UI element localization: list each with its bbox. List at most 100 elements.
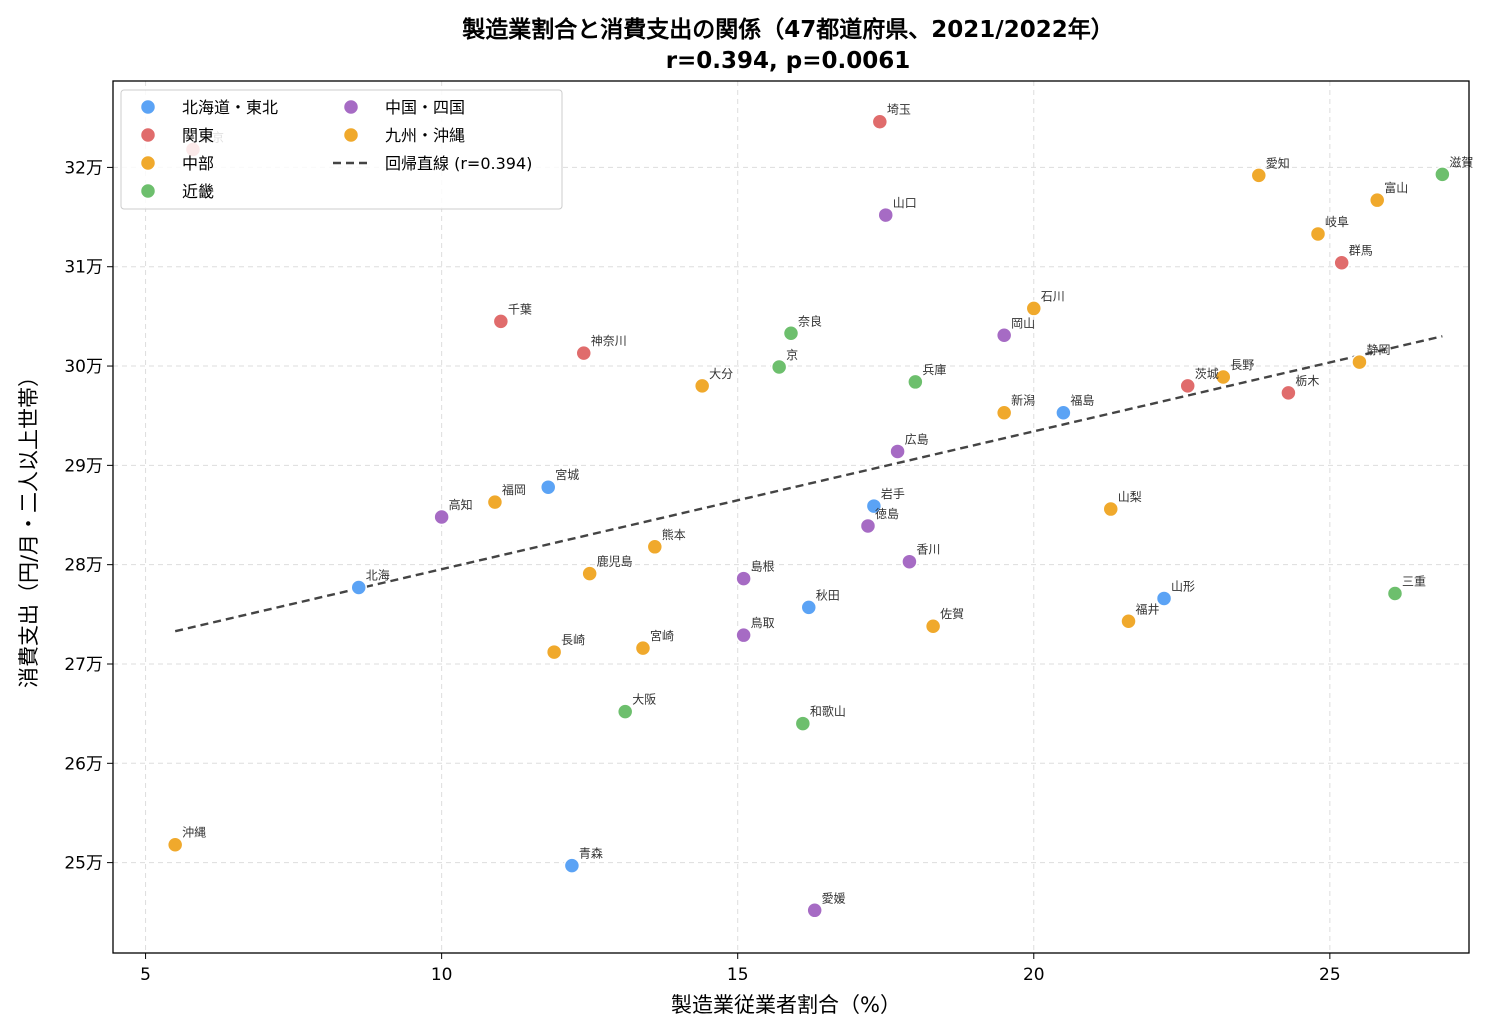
point-label: 沖縄	[182, 825, 206, 840]
y-tick-label: 31万	[64, 258, 103, 278]
point-label: 新潟	[1011, 393, 1035, 408]
point-label: 福島	[1070, 393, 1094, 408]
data-point	[1120, 613, 1137, 630]
point-label: 鳥取	[751, 615, 775, 630]
data-point	[581, 565, 598, 582]
point-label: 富山	[1384, 180, 1408, 195]
point-label: 青森	[579, 846, 603, 861]
data-point	[995, 327, 1013, 344]
point-label: 広島	[905, 431, 929, 446]
data-point	[166, 836, 184, 853]
data-point	[806, 902, 823, 919]
points-layer	[166, 113, 1451, 919]
legend-marker	[139, 126, 157, 144]
point-label: 鹿児島	[597, 554, 633, 569]
data-point	[901, 553, 918, 570]
y-tick-label: 27万	[64, 655, 103, 675]
point-label: 奈良	[798, 313, 822, 328]
x-tick-label: 10	[431, 965, 453, 985]
point-label: 北海	[366, 568, 390, 583]
point-label: 秋田	[816, 588, 840, 602]
data-point	[1368, 191, 1386, 209]
y-axis-label: 消費支出（円/月・二人以上世帯）	[17, 366, 41, 688]
y-tick-label: 29万	[64, 456, 103, 476]
point-label: 熊本	[662, 527, 686, 542]
point-label: 徳島	[875, 506, 899, 521]
data-point	[1280, 384, 1297, 402]
chart-title: 製造業割合と消費支出の関係（47都道府県、2021/2022年）	[461, 16, 1113, 43]
data-point	[634, 639, 652, 657]
point-label: 滋賀	[1449, 155, 1473, 169]
data-point	[563, 857, 581, 874]
data-point	[782, 325, 800, 342]
point-label: 島根	[751, 559, 775, 574]
point-label: 山口	[893, 196, 917, 210]
data-point	[646, 538, 664, 556]
data-point	[877, 206, 894, 224]
data-point	[865, 497, 883, 515]
data-point	[1102, 500, 1120, 518]
data-point	[1215, 368, 1232, 386]
point-label: 愛媛	[822, 891, 846, 905]
legend-marker	[139, 154, 157, 172]
data-point	[1386, 585, 1404, 602]
x-tick-label: 15	[727, 965, 749, 985]
data-point	[889, 443, 906, 460]
legend-label: 関東	[182, 126, 214, 145]
point-label: 福井	[1136, 601, 1160, 616]
y-tick-label: 26万	[64, 754, 103, 774]
point-label: 山形	[1171, 579, 1195, 593]
legend-marker	[342, 98, 360, 116]
data-point	[433, 508, 450, 526]
data-point	[770, 358, 788, 376]
legend-label: 中国・四国	[385, 98, 465, 117]
data-point	[1351, 353, 1368, 371]
point-label: 宮崎	[650, 628, 674, 643]
x-axis-label: 製造業従業者割合（%）	[671, 993, 901, 1017]
legend-label: 九州・沖縄	[385, 126, 465, 145]
legend-label: 北海道・東北	[182, 98, 278, 117]
point-label: 埼玉	[887, 103, 911, 117]
legend-label: 中部	[182, 154, 214, 173]
grid-layer	[113, 81, 1469, 953]
data-point	[794, 715, 812, 732]
point-label: 栃木	[1295, 374, 1319, 388]
point-label: 長野	[1230, 358, 1254, 372]
data-point	[735, 626, 752, 644]
data-point	[1434, 166, 1451, 183]
data-point	[350, 579, 367, 596]
data-point	[995, 404, 1013, 421]
data-point	[735, 570, 752, 587]
point-label: 大阪	[632, 693, 656, 707]
point-label: 茨城	[1195, 367, 1219, 381]
data-point	[1179, 377, 1196, 395]
data-point	[907, 373, 924, 391]
point-label: 岡山	[1011, 316, 1035, 330]
data-point	[486, 493, 504, 511]
legend-box	[120, 89, 563, 210]
data-point	[924, 617, 942, 635]
point-label: 福岡	[502, 482, 526, 497]
plot-frame	[112, 80, 1470, 954]
data-point	[492, 313, 510, 330]
data-point	[693, 377, 711, 395]
x-axis-ticks: 5 10 15 20 25	[140, 953, 1341, 985]
point-label: 宮城	[555, 467, 579, 482]
point-label: 山梨	[1118, 490, 1142, 504]
data-point	[800, 599, 818, 616]
data-point	[859, 517, 877, 535]
point-label: 京	[786, 348, 798, 362]
x-tick-label: 25	[1319, 965, 1341, 985]
data-point	[575, 344, 593, 362]
data-point	[1055, 404, 1072, 421]
y-axis-ticks: 25万 26万 27万 28万 29万 30万 31万 32万	[64, 158, 113, 874]
legend-label: 近畿	[182, 182, 214, 201]
data-point	[871, 113, 889, 130]
point-label: 兵庫	[922, 363, 946, 377]
legend-label: 回帰直線 (r=0.394)	[385, 154, 532, 173]
data-point	[1333, 254, 1350, 271]
legend-marker	[139, 98, 157, 116]
regression-line	[174, 335, 1443, 633]
data-point	[1309, 225, 1327, 243]
